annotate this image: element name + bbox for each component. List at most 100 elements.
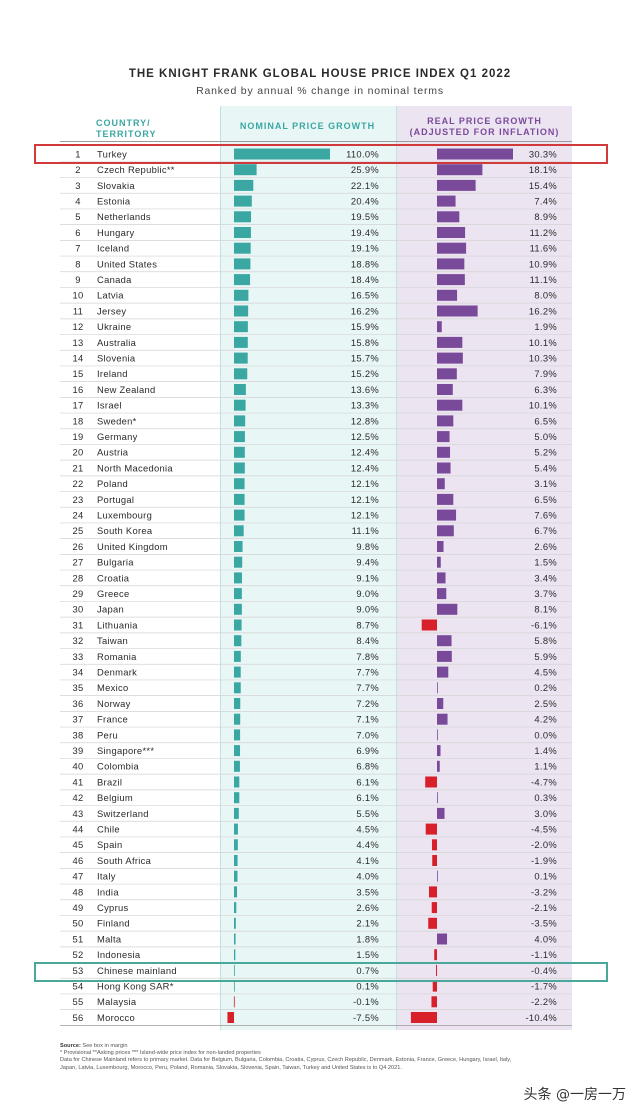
country-label: Finland [97, 918, 130, 929]
real-value-label: 1.4% [534, 745, 557, 756]
nominal-value-label: 1.8% [356, 933, 379, 944]
nominal-bar [234, 823, 238, 835]
nominal-value-label: 16.2% [351, 305, 379, 316]
nominal-value-label: 9.1% [356, 572, 379, 583]
nominal-bar [234, 211, 252, 223]
real-value-label: 4.0% [534, 933, 557, 944]
nominal-bar [234, 227, 251, 238]
nominal-bar [234, 776, 240, 788]
nominal-value-label: 5.5% [356, 808, 379, 819]
real-value-label: -2.1% [531, 902, 557, 913]
source-note-line2: * Provisional **Asking prices *** Island… [60, 1050, 261, 1057]
nominal-bar [234, 713, 241, 725]
country-column-header: COUNTRY/ TERRITORY [96, 118, 157, 140]
rank-label: 6 [75, 227, 81, 238]
real-value-label: -4.7% [531, 776, 557, 787]
rank-label: 38 [72, 729, 83, 740]
rank-label: 21 [72, 462, 83, 473]
rank-label: 46 [72, 855, 83, 866]
real-bar [437, 462, 451, 474]
country-label: Iceland [97, 243, 129, 254]
nominal-bar [234, 572, 242, 584]
nominal-bar [234, 682, 241, 694]
highlight-box-turkey [34, 144, 608, 164]
nominal-value-label: 19.1% [351, 243, 379, 254]
nominal-bar [234, 855, 238, 866]
nominal-bar [234, 886, 238, 898]
country-label: Chinese mainland [97, 965, 177, 976]
chart-title: THE KNIGHT FRANK GLOBAL HOUSE PRICE INDE… [128, 68, 512, 80]
real-header-line1: REAL PRICE GROWTH [427, 116, 542, 126]
rank-label: 24 [72, 510, 83, 521]
nominal-bar [234, 258, 251, 270]
country-label: Canada [97, 274, 132, 285]
country-label: Latvia [97, 290, 124, 301]
header-divider [60, 141, 572, 142]
rank-label: 17 [72, 400, 83, 411]
nominal-value-label: 8.4% [356, 635, 379, 646]
nominal-bar [234, 493, 245, 505]
real-value-label: -10.4% [525, 1012, 557, 1023]
rank-label: 3 [75, 180, 81, 191]
nominal-bar [234, 148, 330, 160]
real-value-label: 0.2% [534, 682, 557, 693]
nominal-value-label: 110.0% [346, 148, 379, 159]
real-bar [437, 258, 465, 270]
country-label: Colombia [97, 761, 139, 772]
real-bar [432, 855, 437, 866]
nominal-bar [234, 336, 248, 348]
nominal-value-label: 15.2% [351, 368, 379, 379]
real-value-label: 1.9% [534, 321, 557, 332]
rank-label: 2 [75, 164, 81, 175]
rank-label: 8 [75, 258, 81, 269]
real-value-label: 6.5% [534, 494, 557, 505]
nominal-bar [234, 666, 241, 678]
country-label: Taiwan [97, 635, 128, 646]
real-bar [437, 698, 444, 709]
nominal-bar [234, 729, 241, 741]
real-bar [425, 823, 437, 835]
source-note-line3: Data for Chinese Mainland refers to prim… [60, 1057, 512, 1064]
nominal-value-label: 18.8% [351, 258, 379, 269]
nominal-value-label: 6.1% [356, 776, 379, 787]
rank-label: 44 [72, 824, 83, 835]
country-label: Sweden* [97, 415, 137, 426]
country-label: Italy [97, 871, 116, 882]
real-value-label: 0.1% [534, 871, 557, 882]
nominal-bar [234, 603, 242, 615]
real-value-label: 3.0% [534, 808, 557, 819]
nominal-value-label: 6.1% [356, 792, 379, 803]
country-label: Czech Republic** [97, 164, 175, 175]
nominal-bar [234, 431, 245, 443]
country-label: Portugal [97, 494, 134, 505]
real-bar [437, 541, 444, 552]
real-bar [410, 1012, 437, 1023]
real-bar [428, 917, 437, 929]
rank-label: 30 [72, 604, 83, 615]
real-bar [437, 666, 449, 678]
rank-label: 7 [75, 243, 81, 254]
nominal-value-label: 13.6% [351, 384, 379, 395]
country-label: India [97, 886, 119, 897]
country-label: Cyprus [97, 902, 129, 913]
nominal-bar [234, 399, 246, 411]
country-label: Australia [97, 337, 137, 348]
country-label: Netherlands [97, 211, 151, 222]
nominal-bar [234, 964, 235, 976]
real-bar [434, 949, 437, 961]
nominal-value-label: 9.0% [356, 588, 379, 599]
country-label: Luxembourg [97, 510, 152, 521]
nominal-bar [234, 902, 237, 914]
nominal-value-label: 12.8% [351, 415, 379, 426]
nominal-bar [234, 556, 243, 568]
watermark: 头条 @一房一万 [523, 1087, 626, 1103]
rank-label: 29 [72, 588, 83, 599]
nominal-bar [234, 635, 242, 647]
real-bar [437, 682, 438, 694]
rank-label: 36 [72, 698, 83, 709]
nominal-value-label: 15.7% [351, 353, 379, 364]
real-bar [437, 870, 438, 882]
real-bar [437, 509, 457, 521]
country-label: Germany [97, 431, 138, 442]
rank-label: 12 [72, 321, 83, 332]
